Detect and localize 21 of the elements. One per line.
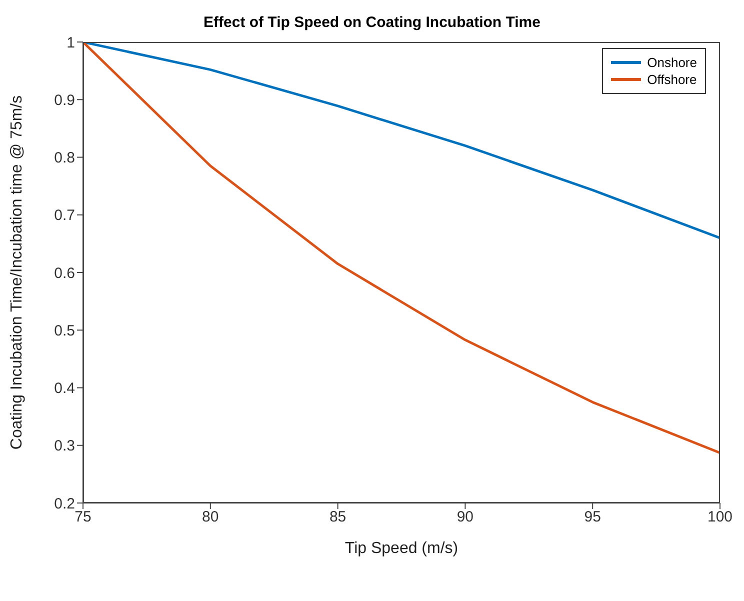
y-tick-label: 0.7 [54,207,75,224]
chart-title: Effect of Tip Speed on Coating Incubation Time [202,14,542,31]
x-tick-label: 95 [584,508,601,526]
x-tick-label: 75 [74,508,92,526]
y-tick-label: 0.9 [54,92,75,109]
y-axis-title: Coating Incubation Time/Incubation time @ 75m/s [8,95,26,450]
x-tick-label: 100 [707,508,733,526]
x-axis-title: Tip Speed (m/s) [344,540,458,557]
y-tick-label: 0.6 [54,264,75,282]
y-tick-label: 0.5 [54,322,75,340]
x-tick-label: 80 [202,508,219,526]
x-tick-label: 85 [329,508,346,526]
y-tick-label: 0.2 [54,495,75,512]
line-series [83,42,720,240]
y-tick-label: 1 [66,34,75,52]
y-tick-label: 0.4 [54,380,75,398]
legend-label: Offshore [647,72,697,87]
y-tick-label: 0.3 [54,438,75,455]
legend-label: Onshore [647,55,697,70]
x-tick-label: 90 [456,508,474,526]
y-tick-label: 0.8 [54,150,75,167]
